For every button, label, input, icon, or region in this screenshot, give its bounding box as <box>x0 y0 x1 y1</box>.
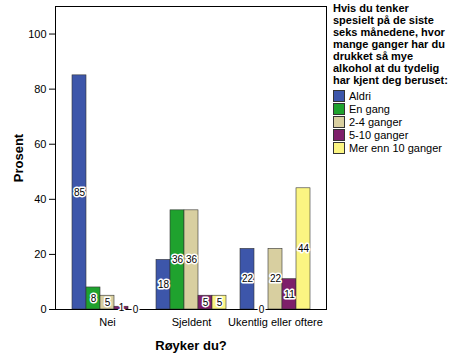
html-text:En gang: En gang <box>349 103 390 115</box>
svg-text:0: 0 <box>259 304 265 315</box>
svg-text:0: 0 <box>40 303 46 315</box>
svg-text:36: 36 <box>186 254 198 265</box>
svg-text:11: 11 <box>284 289 295 300</box>
svg-text:36: 36 <box>172 254 184 265</box>
html-text:5-10 ganger: 5-10 ganger <box>349 129 409 141</box>
svg-text:44: 44 <box>298 243 310 254</box>
svg-text:0: 0 <box>133 304 139 315</box>
svg-text:85: 85 <box>74 187 86 198</box>
svg-text:Prosent: Prosent <box>11 133 26 182</box>
html-text:Mer enn 10 ganger: Mer enn 10 ganger <box>349 142 442 154</box>
svg-text:Sjeldent: Sjeldent <box>172 316 212 328</box>
svg-text:5: 5 <box>217 297 223 308</box>
svg-text:80: 80 <box>34 83 46 95</box>
svg-text:18: 18 <box>158 279 170 290</box>
svg-text:100: 100 <box>28 28 46 40</box>
svg-text:5: 5 <box>105 297 111 308</box>
svg-text:Ukentlig eller oftere: Ukentlig eller oftere <box>228 316 323 328</box>
svg-text:60: 60 <box>34 138 46 150</box>
svg-text:1: 1 <box>119 302 125 313</box>
svg-text:Røyker du?: Røyker du? <box>155 338 227 353</box>
svg-text:5: 5 <box>203 297 209 308</box>
html-text:2-4 ganger: 2-4 ganger <box>349 116 403 128</box>
svg-text:22: 22 <box>270 273 282 284</box>
html-text:Hvis du tenker spesielt på de: Hvis du tenker spesielt på de siste seks… <box>333 2 448 86</box>
svg-text:40: 40 <box>34 193 46 205</box>
html-text:Aldri: Aldri <box>349 90 371 102</box>
svg-text:22: 22 <box>242 273 254 284</box>
svg-text:20: 20 <box>34 248 46 260</box>
svg-text:Nei: Nei <box>99 316 116 328</box>
svg-text:8: 8 <box>91 293 97 304</box>
